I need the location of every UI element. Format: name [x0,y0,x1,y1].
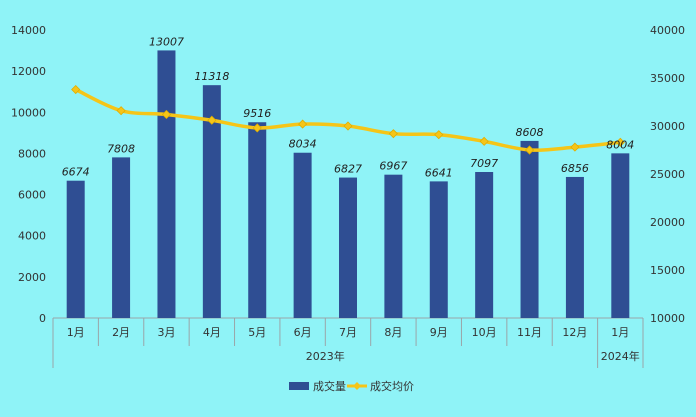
bar [202,85,221,318]
left-axis-tick-label: 8000 [18,147,46,160]
data-labels: 6674 7808 13007 11318 9516 8034 6827 6967 6641 70… [62,35,635,179]
x-axis-category-label: 1月 [67,326,85,339]
x-axis-category-label: 9月 [430,326,448,339]
line-point [615,137,625,147]
bar-data-label: 6827 [334,163,362,176]
bar [475,172,494,318]
legend-swatch-bar [289,382,309,390]
line-point [434,130,444,140]
x-axis-category-label: 2月 [112,326,130,339]
legend-label: 成交均价 [370,379,414,393]
bar-data-label: 6674 [62,166,90,179]
x-axis-category-label: 4月 [203,326,221,339]
x-axis-category-label: 8月 [384,326,402,339]
bar [66,180,85,318]
line-point [71,84,81,95]
bar-data-label: 8004 [606,138,634,151]
x-axis-category-label: 12月 [562,326,587,339]
bar [520,140,539,318]
legend-swatch-marker [353,382,361,390]
line-path [74,87,621,152]
line-point [161,109,172,120]
bar [157,50,176,318]
x-axis-category-label: 5月 [248,326,266,339]
x-axis-category-label: 7月 [339,326,357,339]
bar [248,122,267,319]
bar [112,157,131,318]
x-axis-group-label: 2024年 [601,349,640,363]
left-axis-tick-label: 2000 [18,271,46,284]
x-axis-category-label: 3月 [157,326,175,339]
left-axis-tick-label: 10000 [11,106,46,119]
line-point [343,121,353,131]
right-axis-tick-label: 25000 [650,168,685,181]
line-point [116,106,126,116]
right-axis-tick-label: 40000 [650,24,685,37]
line-point [570,142,580,152]
bar-data-label: 7808 [107,142,135,155]
left-axis-tick-label: 14000 [11,24,46,37]
bar-data-label: 11318 [194,70,229,83]
bar [429,181,448,318]
bar-data-label: 6641 [425,166,453,179]
bar [565,176,584,318]
bar [293,152,312,318]
right-axis-tick-label: 10000 [650,312,685,325]
bar [611,153,630,318]
x-axis-category-label: 1月 [611,326,629,339]
line-point [479,136,489,146]
bar-data-label: 7097 [470,157,498,170]
left-axis-tick-label: 0 [39,312,46,325]
x-axis-category-label: 10月 [472,326,497,339]
bar-series [66,50,630,319]
right-axis-tick-label: 35000 [650,72,685,85]
left-axis-tick-label: 6000 [18,189,46,202]
bar-data-label: 13007 [149,35,184,48]
left-axis-tick-label: 4000 [18,230,46,243]
bar-data-label: 6856 [561,162,589,175]
x-axis-category-label: 6月 [294,326,312,339]
bar-data-label: 8608 [516,126,544,139]
line-series [71,84,625,155]
x-axis-group-label: 2023年 [306,349,345,363]
line-point [298,119,308,129]
bar [384,174,403,318]
line-point [524,145,535,155]
right-axis-tick-label: 30000 [650,120,685,133]
x-axis-categories: 1月 2月 3月 4月 5月 6月 7月 8月 9月 10月 11月 12月 1月 [67,326,630,339]
bar-data-label: 8034 [289,138,317,151]
line-point [207,115,217,125]
bar-data-label: 9516 [243,107,271,120]
bar-data-label: 6967 [379,160,407,173]
legend: 成交量 成交均价 [289,379,414,393]
left-axis-tick-label: 12000 [11,65,46,78]
left-axis-ticks: 0 2000 4000 6000 8000 10000 12000 14000 [11,24,46,325]
line-point [388,129,398,139]
line-point [252,123,262,133]
x-axis-category-label: 11月 [517,326,542,339]
bar [339,177,357,318]
legend-label: 成交量 [313,379,346,393]
x-axis-groups: 2023年 2024年 [306,349,640,363]
right-axis-tick-label: 15000 [650,264,685,277]
right-axis-tick-label: 20000 [650,216,685,229]
right-axis-ticks: 10000 15000 20000 25000 30000 35000 40000 [650,24,685,325]
